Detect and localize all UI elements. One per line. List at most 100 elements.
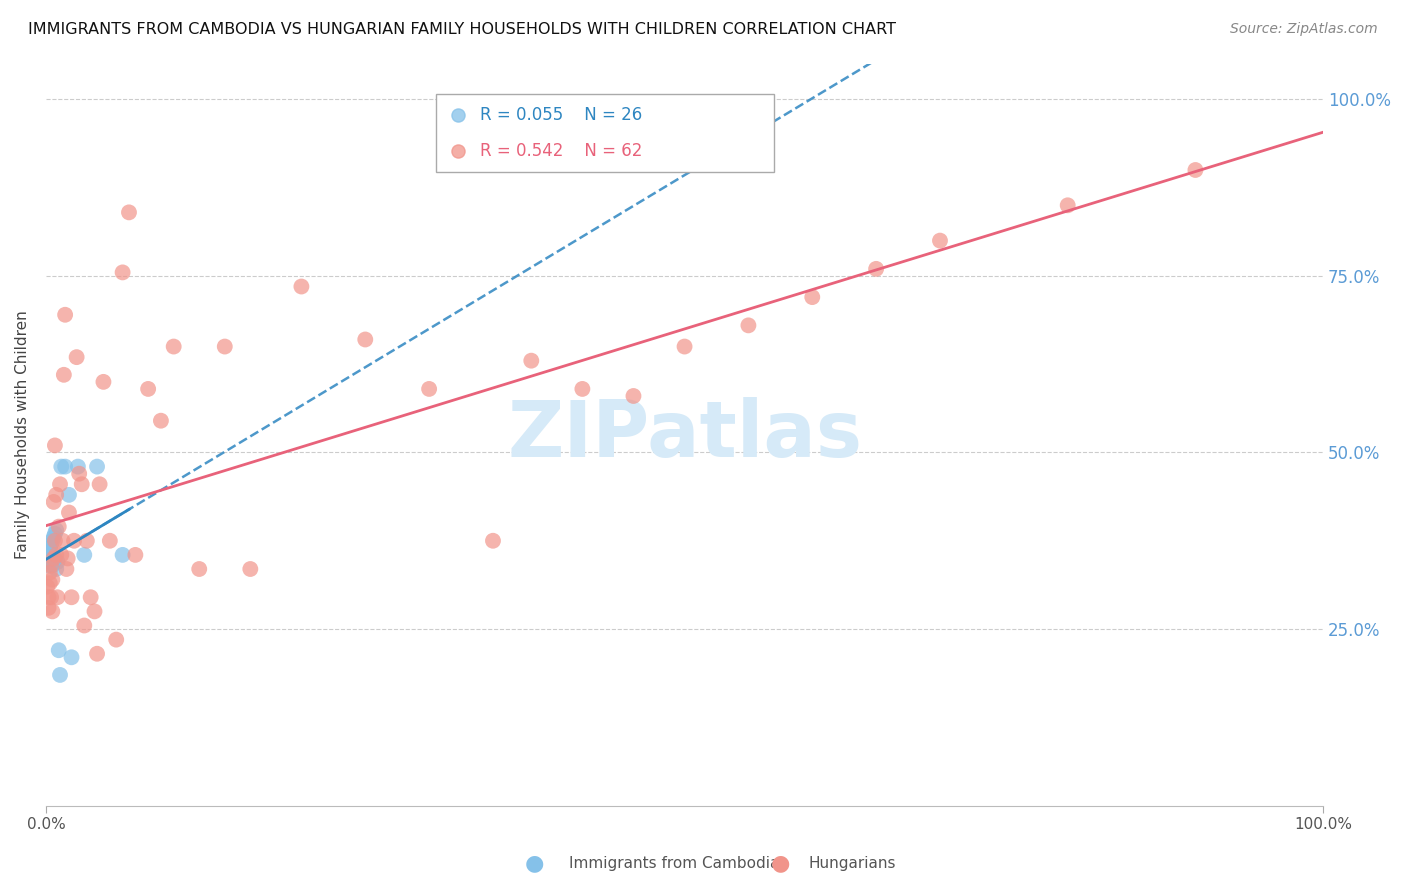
Point: [42, 495, 65, 509]
Point: [52, 533, 75, 548]
Point: [86, 647, 108, 661]
Point: [52, 368, 75, 382]
Y-axis label: Family Households with Children: Family Households with Children: [15, 310, 30, 559]
Point: [1056, 198, 1078, 212]
Point: [520, 353, 543, 368]
Point: [60, 650, 83, 665]
Point: [865, 261, 887, 276]
Point: [39, 591, 62, 605]
Point: [98, 533, 121, 548]
Text: IMMIGRANTS FROM CAMBODIA VS HUNGARIAN FAMILY HOUSEHOLDS WITH CHILDREN CORRELATIO: IMMIGRANTS FROM CAMBODIA VS HUNGARIAN FA…: [28, 22, 896, 37]
Point: [53, 459, 76, 474]
Point: [571, 382, 593, 396]
Point: [79, 591, 101, 605]
Point: [149, 414, 172, 428]
Point: [42, 551, 65, 566]
Point: [41, 558, 63, 573]
Point: [93, 375, 115, 389]
Point: [65, 350, 87, 364]
Point: [447, 175, 470, 189]
FancyBboxPatch shape: [436, 94, 773, 171]
Point: [37, 548, 59, 562]
Point: [41, 533, 63, 548]
Point: [48, 519, 70, 533]
Point: [49, 668, 72, 682]
Point: [44, 526, 66, 541]
Point: [86, 459, 108, 474]
Point: [136, 382, 159, 396]
Point: [44, 533, 66, 548]
Point: [89, 477, 111, 491]
Point: [51, 548, 73, 562]
Point: [46, 591, 69, 605]
Point: [482, 533, 505, 548]
Point: [73, 618, 96, 632]
Text: Immigrants from Cambodia: Immigrants from Cambodia: [569, 856, 780, 871]
Point: [42, 530, 65, 544]
Text: ●: ●: [524, 854, 544, 873]
Point: [1184, 163, 1206, 178]
Point: [58, 506, 80, 520]
Text: ●: ●: [770, 854, 790, 873]
Point: [44, 438, 66, 452]
Point: [76, 533, 98, 548]
Point: [45, 562, 67, 576]
Point: [45, 523, 67, 537]
Text: Source: ZipAtlas.com: Source: ZipAtlas.com: [1230, 22, 1378, 37]
Point: [56, 551, 79, 566]
Point: [623, 389, 645, 403]
Text: R = 0.055    N = 26: R = 0.055 N = 26: [481, 106, 643, 124]
Point: [37, 580, 59, 594]
Point: [38, 541, 60, 555]
Point: [66, 459, 89, 474]
Point: [42, 555, 65, 569]
Point: [41, 573, 63, 587]
Point: [38, 544, 60, 558]
Point: [73, 548, 96, 562]
Text: R = 0.542    N = 62: R = 0.542 N = 62: [481, 142, 643, 160]
Point: [55, 562, 77, 576]
Point: [53, 308, 76, 322]
Point: [44, 551, 66, 566]
Point: [290, 279, 312, 293]
Point: [83, 604, 105, 618]
Point: [111, 265, 134, 279]
Point: [447, 141, 470, 155]
Point: [51, 459, 73, 474]
Point: [737, 318, 759, 333]
Point: [163, 340, 186, 354]
Point: [45, 488, 67, 502]
Point: [39, 558, 62, 573]
Point: [38, 555, 60, 569]
Point: [673, 340, 696, 354]
Point: [111, 548, 134, 562]
Point: [105, 632, 128, 647]
Point: [418, 382, 440, 396]
Point: [929, 234, 952, 248]
Text: Hungarians: Hungarians: [808, 856, 896, 871]
Point: [38, 576, 60, 591]
Text: ZIPatlas: ZIPatlas: [508, 397, 862, 473]
Point: [67, 467, 90, 481]
Point: [38, 558, 60, 573]
Point: [38, 600, 60, 615]
Point: [38, 566, 60, 580]
Point: [70, 477, 93, 491]
Point: [41, 604, 63, 618]
Point: [124, 548, 146, 562]
Point: [118, 205, 141, 219]
Point: [60, 591, 83, 605]
Point: [46, 555, 69, 569]
Point: [45, 548, 67, 562]
Point: [188, 562, 211, 576]
Point: [58, 488, 80, 502]
Point: [354, 333, 377, 347]
Point: [39, 537, 62, 551]
Point: [801, 290, 824, 304]
Point: [48, 643, 70, 657]
Point: [49, 477, 72, 491]
Point: [239, 562, 262, 576]
Point: [39, 551, 62, 566]
Point: [214, 340, 236, 354]
Point: [38, 591, 60, 605]
